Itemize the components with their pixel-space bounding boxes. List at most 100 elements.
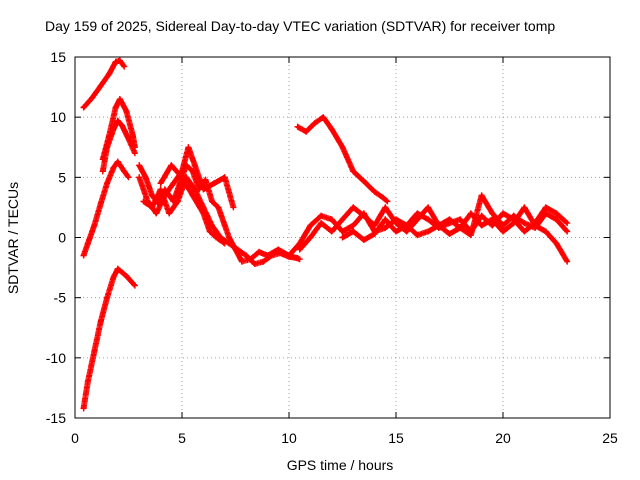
data-point: [275, 246, 282, 253]
data-point: [104, 144, 111, 151]
data-point: [320, 114, 327, 121]
data-point: [500, 210, 506, 217]
data-point: [403, 222, 410, 229]
data-point: [234, 246, 241, 253]
data-point: [371, 222, 378, 229]
series-trace-8: [140, 174, 301, 267]
data-point: [213, 234, 220, 241]
data-point: [307, 222, 314, 229]
data-point: [521, 228, 528, 235]
data-point: [114, 158, 121, 165]
data-point: [170, 180, 177, 187]
data-point: [174, 198, 181, 205]
data-point: [489, 216, 496, 223]
series-trace-5: [80, 265, 138, 412]
data-point: [202, 176, 209, 183]
data-point: [243, 252, 250, 259]
data-point: [211, 180, 218, 187]
data-point: [318, 220, 325, 227]
data-point: [97, 200, 104, 207]
data-point: [403, 228, 410, 235]
data-point: [268, 252, 275, 259]
data-point: [311, 120, 318, 127]
data-point: [200, 186, 207, 193]
data-point: [425, 204, 432, 211]
data-point: [382, 224, 389, 231]
x-tick-label: 25: [602, 430, 618, 446]
data-series: [80, 57, 571, 412]
data-point: [553, 210, 560, 217]
data-point: [256, 248, 262, 255]
data-point: [112, 104, 119, 111]
data-point: [121, 63, 128, 70]
data-point: [339, 216, 346, 223]
data-point: [131, 150, 138, 157]
data-point: [500, 228, 506, 235]
y-axis-ticks: -15 -10 -5 0 5 10 15: [46, 49, 610, 426]
data-point: [185, 144, 192, 151]
data-point: [328, 216, 335, 223]
data-point: [157, 186, 164, 193]
data-point: [414, 216, 421, 223]
data-point: [328, 126, 335, 133]
data-point: [564, 228, 571, 235]
data-point: [363, 180, 369, 187]
data-point: [136, 174, 143, 181]
data-point: [532, 224, 539, 231]
data-point: [384, 198, 391, 205]
data-point: [489, 222, 496, 229]
data-point: [553, 216, 560, 223]
data-point: [123, 108, 130, 115]
data-point: [307, 234, 314, 241]
data-point: [166, 210, 173, 217]
data-point: [294, 123, 301, 130]
data-point: [116, 57, 123, 64]
x-tick-label: 20: [495, 430, 511, 446]
data-point: [318, 212, 325, 219]
data-point: [221, 174, 228, 181]
data-point: [104, 294, 111, 301]
data-point: [457, 216, 464, 223]
data-point: [179, 174, 185, 181]
y-tick-label: 15: [50, 49, 66, 65]
data-point: [97, 82, 104, 89]
data-point: [414, 232, 421, 239]
data-point: [380, 194, 387, 201]
data-point: [114, 117, 121, 124]
data-point: [129, 132, 136, 139]
x-tick-label: 0: [71, 430, 79, 446]
data-point: [489, 210, 496, 217]
data-point: [125, 174, 132, 181]
data-point: [286, 252, 292, 259]
data-point: [564, 258, 571, 265]
data-point: [435, 222, 442, 229]
data-point: [303, 128, 310, 135]
data-point: [226, 234, 233, 241]
data-point: [119, 122, 126, 129]
series-trace-1: [80, 57, 128, 111]
data-point: [110, 164, 117, 171]
data-point: [125, 135, 132, 142]
data-point: [191, 162, 198, 169]
y-tick-label: -5: [54, 290, 67, 306]
data-point: [131, 282, 138, 289]
data-point: [510, 212, 517, 219]
data-point: [542, 228, 549, 235]
data-point: [414, 210, 421, 217]
y-tick-label: 5: [58, 169, 66, 185]
x-axis-ticks: 0 5 10 15 20 25: [71, 57, 618, 446]
series-trace-13: [339, 192, 571, 243]
data-point: [191, 186, 198, 193]
data-point: [478, 222, 485, 229]
data-point: [91, 348, 98, 355]
data-point: [296, 240, 303, 247]
data-point: [136, 162, 143, 169]
data-point: [84, 378, 91, 385]
data-point: [296, 246, 303, 253]
data-point: [80, 252, 87, 259]
data-point: [446, 216, 453, 223]
data-point: [215, 204, 222, 211]
data-point: [360, 236, 367, 243]
y-tick-label: -10: [46, 350, 66, 366]
